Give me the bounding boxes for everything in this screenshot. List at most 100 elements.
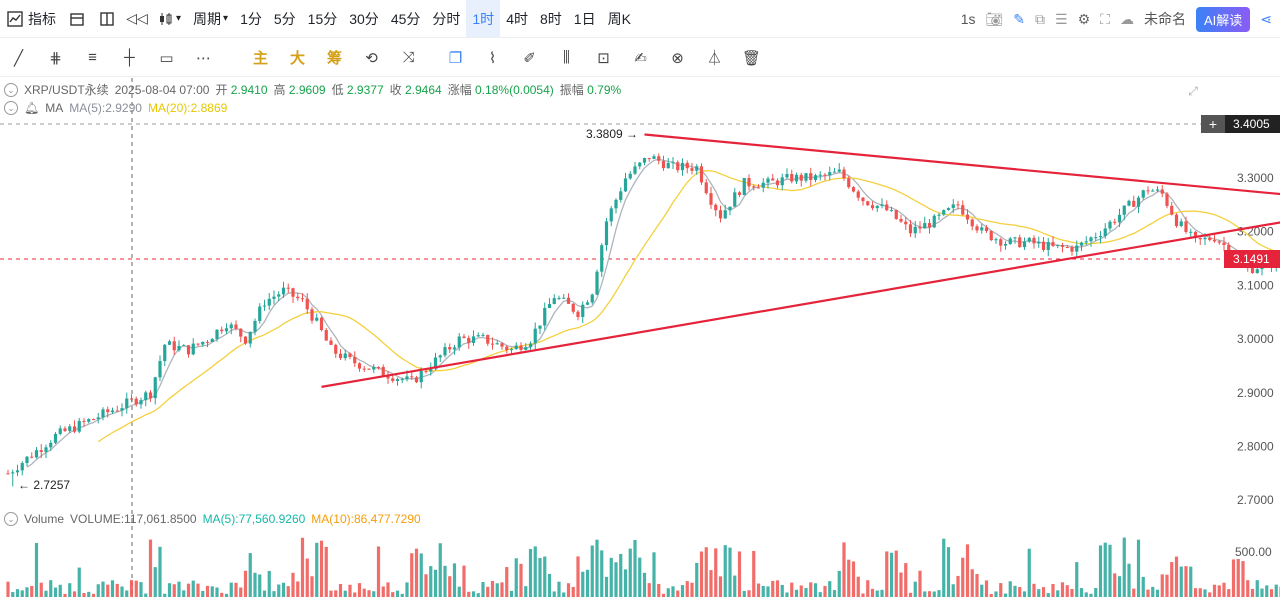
volume-bar <box>1027 548 1031 597</box>
volume-bar <box>210 586 214 597</box>
volume-bar <box>429 566 433 597</box>
chart-type-button[interactable]: ▾ <box>152 0 187 37</box>
volume-bar <box>239 587 243 597</box>
candle-type-icon <box>158 10 176 28</box>
candle-body <box>885 204 889 211</box>
volume-bar <box>913 581 917 597</box>
tab-timeframe-7[interactable]: 4时 <box>506 10 528 27</box>
tab-timeframe-9[interactable]: 1日 <box>573 10 596 27</box>
volume-bar <box>357 583 362 597</box>
eye-icon[interactable]: ⌄ <box>4 512 18 526</box>
crop-icon[interactable]: ⧉ <box>1035 10 1046 27</box>
big-tool[interactable]: 大 <box>289 50 305 67</box>
volume-bar <box>220 592 224 597</box>
tab-timeframe-3[interactable]: 30分 <box>349 10 379 27</box>
lock-icon[interactable]: ⊡ <box>597 49 610 67</box>
pen-icon[interactable]: ✎ <box>1013 10 1026 27</box>
candle-body <box>186 345 191 355</box>
tab-timeframe-1[interactable]: 5分 <box>273 10 296 27</box>
candle-body <box>937 214 941 216</box>
layout-button[interactable] <box>92 0 122 37</box>
tab-timeframe-2[interactable]: 15分 <box>307 10 338 27</box>
candle-body <box>63 428 67 431</box>
list-icon[interactable]: ☰ <box>1055 10 1068 27</box>
tab-timeframe-6[interactable]: 1时 <box>466 0 501 37</box>
tab-timeframe-10[interactable]: 周K <box>607 10 631 27</box>
tab-timeframe-5[interactable]: 分时 <box>432 10 461 27</box>
volume-bar <box>443 565 447 597</box>
magnet2-icon[interactable]: ⊗ <box>671 49 684 67</box>
ma5-line <box>26 158 1280 468</box>
candle-body <box>1122 205 1126 215</box>
brush-icon[interactable]: ✐ <box>523 49 536 67</box>
line-tool-icon[interactable]: ╱ <box>13 49 24 67</box>
candle-body <box>509 349 514 351</box>
horizontal-line-icon[interactable]: ┼ <box>124 49 135 66</box>
candle-body <box>699 166 704 183</box>
candle-body <box>400 379 404 381</box>
eraser-line-icon[interactable]: ⤨ <box>402 49 415 66</box>
copy-icon[interactable]: ❐ <box>448 49 463 67</box>
candle-body <box>1098 236 1103 238</box>
trash-icon[interactable]: 🗑︎ <box>741 49 762 67</box>
open-label: 开 <box>215 83 228 97</box>
volume-bar <box>471 591 476 597</box>
volume-bar <box>91 593 96 597</box>
parallel-tool-icon[interactable]: ⋕ <box>49 49 62 67</box>
channel-tool-icon[interactable]: ≡ <box>88 49 97 66</box>
candle-body <box>1117 214 1122 223</box>
more-tools-icon[interactable]: ⋯ <box>196 49 211 67</box>
magnet-icon[interactable]: ⟲ <box>365 49 378 67</box>
chart-name-dropdown[interactable]: 未命名 <box>1143 11 1186 27</box>
expand-icon[interactable]: ⤢ <box>1188 84 1198 98</box>
rectangle-tool-icon[interactable]: ▭ <box>159 49 174 67</box>
crosshair-add-button[interactable]: + <box>1201 115 1225 133</box>
low-value: 2.9377 <box>346 83 384 97</box>
tab-timeframe-8[interactable]: 8时 <box>539 10 562 27</box>
settings-icon[interactable]: ⚙ <box>1077 10 1091 27</box>
fullscreen-icon[interactable]: ⛶ <box>1100 10 1110 27</box>
volume-bar <box>353 592 357 597</box>
candle-icon[interactable]: ⫼ <box>563 49 570 66</box>
candle-body <box>747 178 751 187</box>
ruler-icon[interactable]: ⌇ <box>488 49 497 67</box>
volume-bar <box>1227 589 1231 597</box>
volume-bar <box>851 561 856 597</box>
rewind-button[interactable]: ◁◁ <box>122 0 152 37</box>
chips-tool[interactable]: 筹 <box>326 50 342 67</box>
calendar-button[interactable] <box>62 0 92 37</box>
ai-button[interactable]: AI解读 <box>1195 6 1251 32</box>
volume-bar <box>500 582 504 597</box>
filter-icon[interactable]: ⏃ <box>706 50 722 67</box>
volume-bar <box>1022 591 1027 597</box>
period-dropdown[interactable]: 周期 ▾ <box>187 0 234 37</box>
share-icon[interactable]: ⋖ <box>1260 10 1272 27</box>
note-icon[interactable]: ✍ <box>634 49 647 67</box>
candle-body <box>267 298 271 306</box>
volume-bar <box>191 580 195 597</box>
candle-body <box>163 344 167 362</box>
ma-info: ⌄ 🔔︎ MA MA(5):2.9290 MA(20):2.8869 <box>4 101 227 115</box>
candle-body <box>866 201 870 206</box>
volume-bar <box>856 576 860 597</box>
speed-label[interactable]: 1s <box>960 11 976 27</box>
volume-bar <box>837 570 841 597</box>
candle-body <box>448 347 452 350</box>
candle-body <box>1227 244 1231 255</box>
volume-bar <box>528 549 533 597</box>
bell-icon[interactable]: 🔔︎ <box>24 101 40 115</box>
candle-body <box>628 173 632 179</box>
volume-bar <box>196 583 200 597</box>
tab-timeframe-0[interactable]: 1分 <box>240 10 262 27</box>
candle-body <box>1027 237 1031 242</box>
eye-icon[interactable]: ⌄ <box>4 82 18 97</box>
indicator-button[interactable]: 指标 <box>0 0 62 37</box>
candle-body <box>68 426 72 431</box>
tab-timeframe-4[interactable]: 45分 <box>390 10 421 27</box>
volume-bar <box>562 592 566 597</box>
eye-icon[interactable]: ⌄ <box>4 101 18 115</box>
camera-icon[interactable]: 📷︎ <box>985 10 1004 27</box>
main-tool[interactable]: 主 <box>252 50 268 67</box>
volume-bar <box>129 580 134 597</box>
